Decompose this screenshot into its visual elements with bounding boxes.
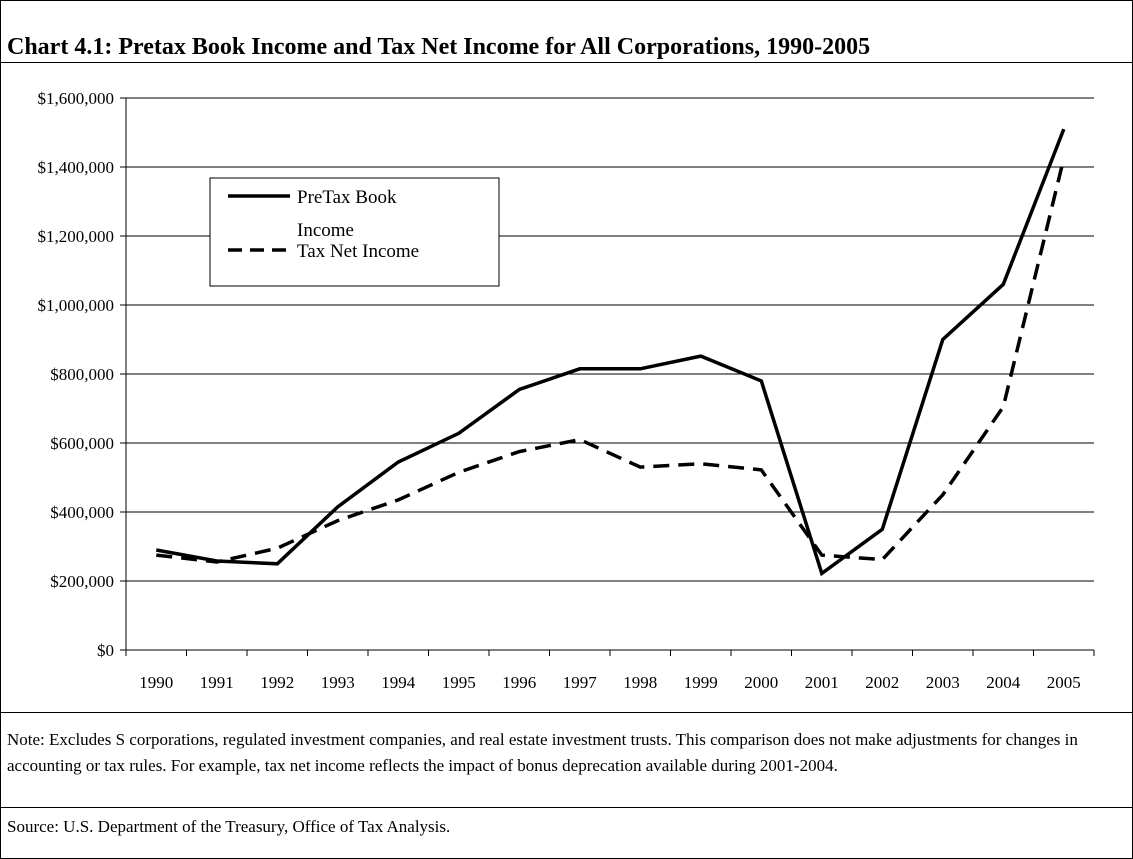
note-separator xyxy=(0,712,1133,713)
series-lines xyxy=(155,128,1066,577)
y-tick-label: $1,200,000 xyxy=(38,227,115,246)
x-tick-label: 2004 xyxy=(986,673,1021,692)
line-chart: $0 $200,000 $400,000 $600,000 $800,000 $1,000… xyxy=(38,89,1095,692)
series-line-tax-net-income xyxy=(156,157,1066,564)
x-tick-label: 1994 xyxy=(381,673,416,692)
x-tick-label: 1995 xyxy=(442,673,476,692)
y-tick-label: $1,400,000 xyxy=(38,158,115,177)
y-tick-label: $600,000 xyxy=(50,434,114,453)
x-tick-label: 1990 xyxy=(139,673,173,692)
x-tick-label: 2003 xyxy=(926,673,960,692)
y-tick-label: $800,000 xyxy=(50,365,114,384)
footnote: Note: Excludes S corporations, regulated… xyxy=(7,730,1078,775)
y-tick-label: $1,600,000 xyxy=(38,89,115,108)
x-tick-label: 1996 xyxy=(502,673,536,692)
x-tick-label: 1991 xyxy=(200,673,234,692)
legend-label-pretax-line1: PreTax Book xyxy=(297,187,397,208)
source-line: Source: U.S. Department of the Treasury,… xyxy=(7,817,451,836)
source-separator xyxy=(0,807,1133,808)
chart-title: Chart 4.1: Pretax Book Income and Tax Ne… xyxy=(7,34,871,60)
y-tick-label: $400,000 xyxy=(50,503,114,522)
x-tick-label: 2005 xyxy=(1047,673,1081,692)
x-tick-label: 1993 xyxy=(321,673,355,692)
legend-label-taxnet: Tax Net Income xyxy=(297,241,419,262)
x-tick-label: 2001 xyxy=(805,673,839,692)
title-separator xyxy=(0,62,1133,63)
x-tick-label: 2000 xyxy=(744,673,778,692)
y-tick-label: $1,000,000 xyxy=(38,296,115,315)
axes: $0 $200,000 $400,000 $600,000 $800,000 $1,000… xyxy=(38,89,1095,692)
x-tick-label: 1992 xyxy=(260,673,294,692)
x-tick-label: 1997 xyxy=(563,673,598,692)
gridlines xyxy=(126,97,1094,582)
x-tick-label: 1998 xyxy=(623,673,657,692)
y-tick-label: $0 xyxy=(97,641,114,660)
x-tick-label: 1999 xyxy=(684,673,718,692)
legend: PreTax Book Income Tax Net Income xyxy=(209,177,500,287)
legend-label-pretax-line2: Income xyxy=(297,220,354,241)
x-tick-label: 2002 xyxy=(865,673,899,692)
y-tick-label: $200,000 xyxy=(50,572,114,591)
